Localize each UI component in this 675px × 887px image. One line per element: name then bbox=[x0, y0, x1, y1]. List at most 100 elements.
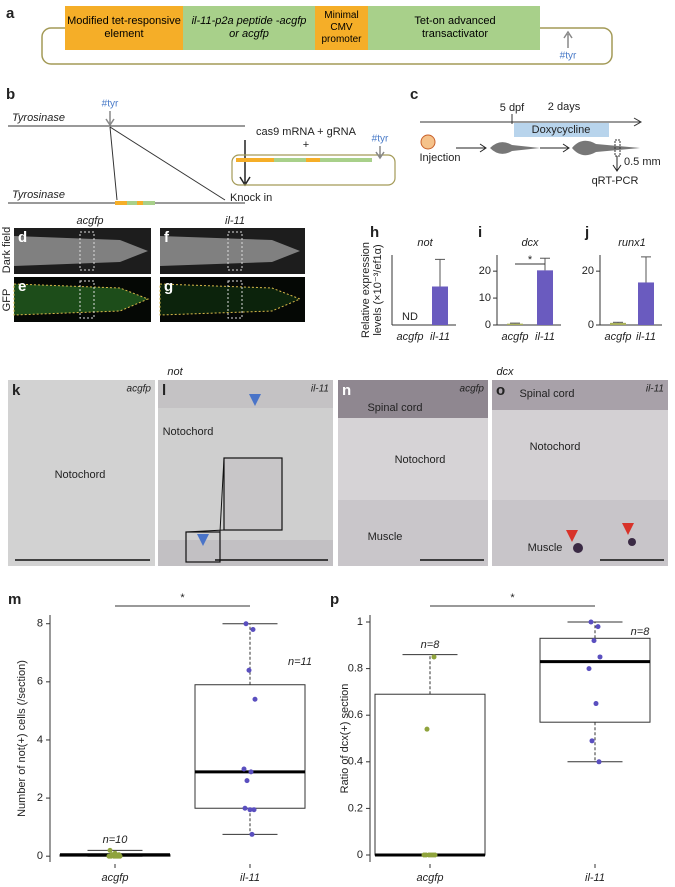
y-tick-label: 0.4 bbox=[348, 756, 363, 768]
gene-label: Tyrosinase bbox=[12, 189, 65, 201]
point bbox=[116, 852, 122, 858]
plasmid bbox=[231, 154, 396, 186]
point bbox=[586, 666, 592, 672]
element bbox=[368, 6, 540, 50]
panel-label: k bbox=[12, 382, 21, 399]
tissue-label: Notochord bbox=[530, 441, 581, 453]
embryo bbox=[420, 134, 436, 150]
y-tick-label: 6 bbox=[37, 676, 43, 688]
point bbox=[242, 805, 248, 811]
insert bbox=[143, 201, 155, 205]
gene-header: dcx bbox=[496, 366, 514, 378]
tissue-label: Muscle bbox=[528, 542, 563, 554]
bar bbox=[537, 270, 553, 325]
element bbox=[315, 6, 368, 50]
element-label-box: Tet-on advanced transactivator bbox=[414, 15, 496, 40]
element-label: il-11-p2a peptide -acgfp or acgfp bbox=[191, 15, 307, 40]
bar bbox=[638, 282, 654, 325]
result-label: Knock in bbox=[230, 192, 272, 204]
point bbox=[597, 654, 603, 660]
insert bbox=[137, 201, 143, 205]
n-label: n=10 bbox=[103, 834, 129, 846]
site-label: #tyr bbox=[372, 134, 389, 145]
inset bbox=[223, 457, 283, 531]
site-arrow bbox=[375, 146, 385, 160]
arrowhead bbox=[197, 534, 209, 546]
tissue-label: Notochord bbox=[163, 426, 214, 438]
site-arrow bbox=[105, 111, 115, 127]
tissue-band bbox=[338, 380, 488, 418]
point bbox=[252, 696, 258, 702]
chart-title: runx1 bbox=[618, 237, 646, 249]
column-label: acgfp bbox=[77, 215, 104, 227]
roi bbox=[227, 280, 243, 319]
element-label: Tet-on advanced transactivator bbox=[414, 15, 496, 40]
arrow bbox=[456, 143, 487, 153]
plus: + bbox=[303, 139, 309, 151]
arrowhead bbox=[249, 394, 261, 406]
panel-label: e bbox=[18, 278, 26, 295]
panel-label: l bbox=[162, 382, 166, 399]
y-tick-label: 20 bbox=[479, 265, 491, 277]
panel-label: c bbox=[410, 86, 418, 103]
roi bbox=[79, 231, 95, 271]
point bbox=[243, 621, 249, 627]
element bbox=[183, 6, 315, 50]
point bbox=[251, 807, 257, 813]
y-tick-label: 0.8 bbox=[348, 663, 363, 675]
larva bbox=[572, 140, 640, 156]
insert bbox=[306, 158, 320, 162]
x-tick-label: acgfp bbox=[605, 331, 632, 343]
timeline bbox=[420, 117, 643, 127]
injection-label: cas9 mRNA + gRNA bbox=[256, 126, 357, 138]
box bbox=[194, 684, 306, 809]
panel-label: m bbox=[8, 591, 21, 608]
panel-label: b bbox=[6, 86, 15, 103]
fish-outline bbox=[13, 283, 150, 316]
insert bbox=[320, 158, 372, 162]
panel-label: o bbox=[496, 382, 505, 399]
insert bbox=[115, 201, 127, 205]
point bbox=[431, 654, 437, 660]
stain bbox=[628, 538, 636, 546]
insert bbox=[127, 201, 137, 205]
element bbox=[65, 6, 183, 50]
panel-label: a bbox=[6, 5, 15, 22]
point bbox=[593, 701, 599, 707]
x-tick-label: il-11 bbox=[535, 331, 555, 343]
panel-label: d bbox=[18, 229, 27, 246]
y-tick-label: 0 bbox=[588, 319, 594, 331]
tissue-label: Muscle bbox=[368, 531, 403, 543]
box bbox=[374, 693, 486, 856]
tissue-band bbox=[492, 380, 668, 410]
knock-in-arrow bbox=[239, 140, 251, 187]
panel-label: i bbox=[478, 224, 482, 241]
y-axis-label: Ratio of dcx(+) section bbox=[339, 684, 351, 794]
point bbox=[589, 738, 595, 744]
larva bbox=[490, 142, 540, 154]
row-label: GFP bbox=[1, 289, 13, 312]
tissue-label: Spinal cord bbox=[519, 388, 574, 400]
point bbox=[107, 847, 113, 853]
point bbox=[112, 850, 118, 856]
significance: * bbox=[510, 592, 515, 604]
chart-title: not bbox=[417, 237, 433, 249]
point bbox=[248, 769, 254, 775]
arrow bbox=[612, 156, 622, 172]
y-tick-label: 0 bbox=[357, 849, 363, 861]
x-tick-label: il-11 bbox=[430, 331, 450, 343]
panel-label: j bbox=[584, 224, 589, 241]
value-label: ND bbox=[402, 311, 418, 323]
point bbox=[591, 638, 597, 644]
bar bbox=[610, 322, 626, 325]
condition-label: acgfp bbox=[460, 384, 485, 395]
panel-label: p bbox=[330, 591, 339, 608]
arrow bbox=[540, 143, 570, 153]
box bbox=[539, 637, 651, 723]
tissue-label: Notochord bbox=[55, 469, 106, 481]
treatment-label: Doxycycline bbox=[532, 124, 591, 136]
x-tick-label: il-11 bbox=[636, 331, 656, 343]
element-label-box: Minimal CMV promoter bbox=[321, 10, 361, 45]
point bbox=[244, 778, 250, 784]
significance: * bbox=[528, 254, 533, 266]
